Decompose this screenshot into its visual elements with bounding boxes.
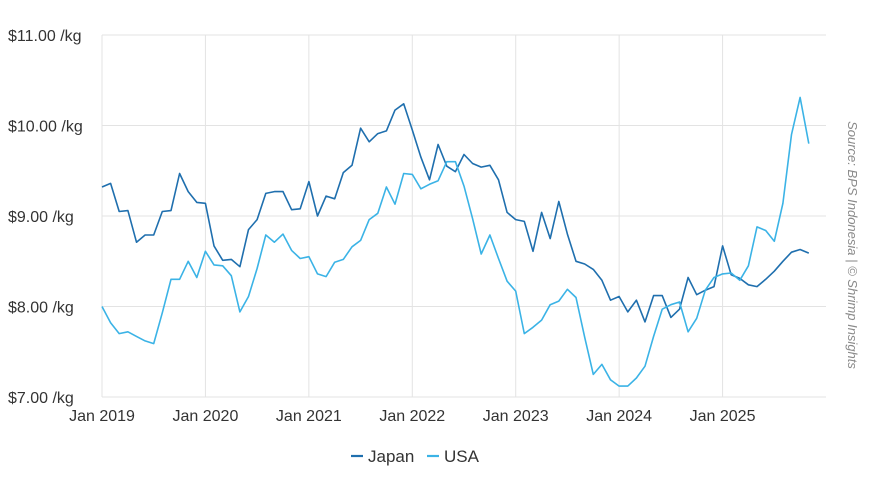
x-tick-label: Jan 2021 (276, 408, 342, 425)
x-tick-label: Jan 2020 (173, 408, 239, 425)
series-line-usa (101, 96, 810, 387)
legend-label: Japan (368, 447, 414, 466)
x-tick-label: Jan 2023 (483, 408, 549, 425)
y-tick-label: $10.00 /kg (8, 119, 83, 136)
series-line-japan (101, 103, 810, 323)
legend-item-usa[interactable]: USA (427, 447, 480, 466)
series-lines (101, 96, 810, 387)
y-tick-label: $8.00 /kg (8, 300, 74, 317)
x-tick-label: Jan 2025 (690, 408, 756, 425)
grid-lines (101, 34, 826, 398)
legend-item-japan[interactable]: Japan (351, 447, 414, 466)
y-tick-label: $7.00 /kg (8, 390, 74, 407)
x-tick-label: Jan 2022 (379, 408, 445, 425)
y-tick-label: $9.00 /kg (8, 209, 74, 226)
x-tick-label: Jan 2019 (69, 408, 135, 425)
x-tick-label: Jan 2024 (586, 408, 652, 425)
y-axis-tick-labels: $7.00 /kg $8.00 /kg $9.00 /kg $10.00 /kg $11… (8, 28, 83, 407)
source-label: Source: BPS Indonesia | © Shrimp Insight… (845, 121, 860, 369)
legend-label: USA (444, 447, 480, 466)
y-tick-label: $11.00 /kg (8, 28, 82, 45)
x-axis-tick-labels: Jan 2019 Jan 2020 Jan 2021 Jan 2022 Jan 2023… (69, 408, 756, 425)
legend[interactable]: Japan USA (351, 447, 480, 466)
